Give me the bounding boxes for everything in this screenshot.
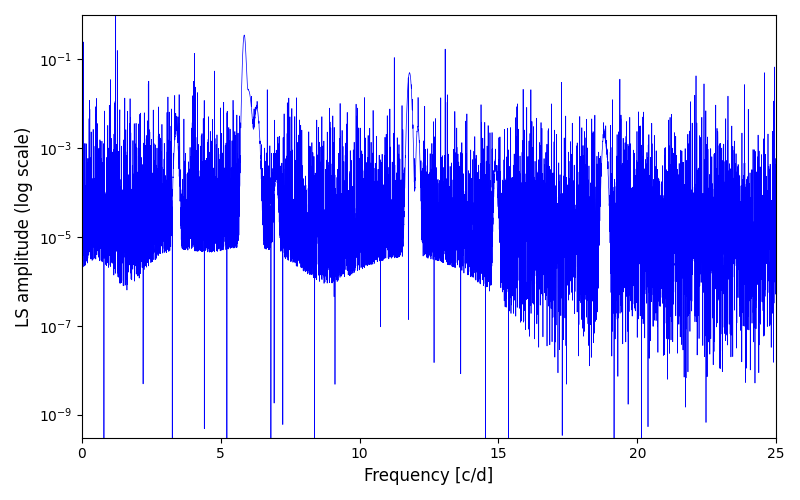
X-axis label: Frequency [c/d]: Frequency [c/d] <box>364 467 494 485</box>
Y-axis label: LS amplitude (log scale): LS amplitude (log scale) <box>15 126 33 326</box>
